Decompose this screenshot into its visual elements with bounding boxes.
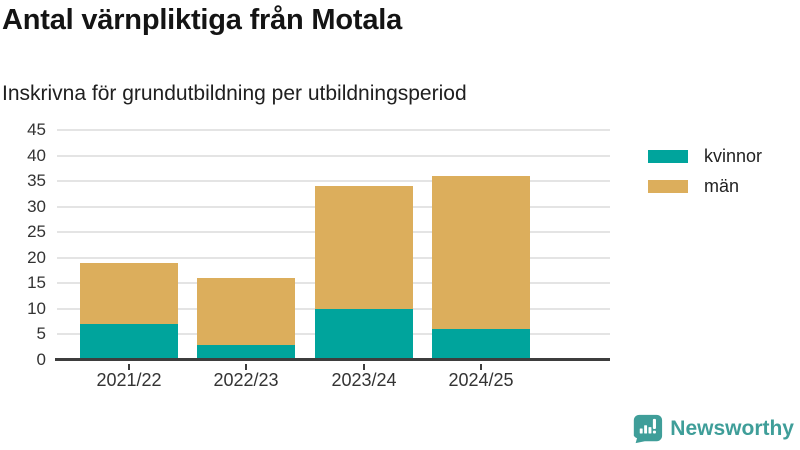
legend: kvinnor män: [648, 147, 762, 207]
legend-label: kvinnor: [704, 146, 763, 166]
y-axis-tick-label: 5: [36, 324, 46, 344]
x-axis-tick-label: 2023/24: [331, 370, 397, 390]
y-axis-tick-label: 15: [27, 273, 46, 293]
x-tick: [480, 364, 482, 370]
x-axis-tick-label: 2021/22: [96, 370, 162, 390]
x-tick: [128, 364, 130, 370]
x-axis-tick-label: 2024/25: [448, 370, 514, 390]
y-axis-tick-label: 25: [27, 222, 46, 242]
grid-line: [57, 154, 610, 157]
y-axis-tick-label: 45: [27, 120, 46, 139]
y-axis-tick-label: 30: [27, 196, 46, 216]
y-axis-tick-label: 10: [27, 298, 46, 318]
newsworthy-logo[interactable]: Newsworthy: [632, 413, 794, 444]
y-axis-tick-label: 35: [27, 171, 46, 191]
bar-segment-män-2021/22: [80, 262, 178, 325]
x-tick: [245, 364, 247, 370]
legend-item-män: män: [648, 177, 762, 196]
legend-swatch: [648, 180, 688, 193]
legend-item-kvinnor: kvinnor: [648, 147, 762, 166]
newsworthy-icon: [634, 414, 663, 444]
grid-line: [57, 129, 610, 131]
bar-segment-kvinnor-2022/23: [197, 344, 295, 360]
x-tick: [363, 364, 365, 370]
chart-title: Antal värnpliktiga från Motala: [2, 4, 403, 36]
bar-segment-män-2023/24: [315, 186, 413, 309]
y-axis-tick-label: 20: [27, 247, 46, 267]
bar-segment-kvinnor-2023/24: [315, 308, 413, 360]
legend-swatch: [648, 150, 688, 163]
legend-label: män: [704, 176, 740, 196]
plot-area: [55, 129, 610, 370]
bar-segment-män-2024/25: [432, 176, 530, 330]
bar-segment-kvinnor-2024/25: [432, 329, 530, 360]
y-axis-tick-label: 40: [27, 145, 46, 165]
x-axis-tick-label: 2022/23: [213, 370, 279, 390]
x-axis-line: [55, 358, 610, 361]
y-axis-tick-label: 0: [36, 350, 46, 369]
chart-subtitle: Inskrivna för grundutbildning per utbild…: [2, 82, 467, 105]
bar-segment-män-2022/23: [197, 278, 295, 345]
newsworthy-wordmark: Newsworthy: [670, 416, 794, 440]
bar-segment-kvinnor-2021/22: [80, 324, 178, 360]
grid-line: [57, 180, 610, 183]
